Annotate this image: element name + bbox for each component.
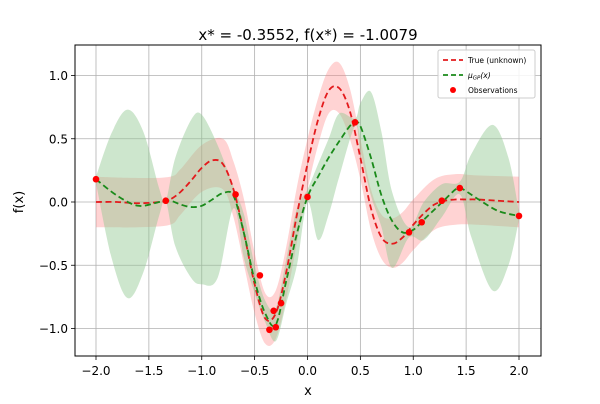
- observation-points: [92, 119, 523, 334]
- x-tick-label: 1.5: [457, 364, 476, 378]
- observation-point: [270, 307, 277, 315]
- observation-point: [162, 197, 170, 205]
- observation-point: [256, 272, 264, 279]
- x-tick-label: −1.0: [187, 364, 216, 378]
- series-line: [95, 121, 520, 328]
- legend-label-gp: μGP(x): [467, 71, 491, 82]
- y-axis-label: f(x): [12, 191, 27, 213]
- x-axis-label: x: [304, 384, 312, 399]
- x-tick-label: 1.0: [404, 364, 423, 378]
- x-tick-label: 2.0: [509, 364, 528, 378]
- plot-frame: [74, 44, 542, 357]
- observation-point: [438, 197, 446, 205]
- grid-lines: [75, 45, 541, 356]
- legend-label-observations: Observations: [468, 86, 518, 95]
- observation-point: [351, 119, 359, 126]
- chart-title: x* = -0.3552, f(x*) = -1.0079: [198, 26, 417, 44]
- y-tick-label: 0.0: [49, 196, 68, 210]
- series-line: [95, 85, 520, 322]
- observation-point: [277, 299, 285, 307]
- observation-point: [304, 193, 311, 201]
- legend: True (unknown) μGP(x) Observations: [437, 49, 536, 99]
- x-tick-label: −1.5: [134, 364, 163, 378]
- x-tick-label: −0.5: [240, 364, 269, 378]
- observation-point: [266, 326, 273, 334]
- observation-point: [272, 323, 280, 331]
- y-tick-label: 0.5: [49, 132, 68, 146]
- y-axis-ticks: 1.0 0.5 0.0 −0.5 −1.0: [39, 69, 75, 336]
- x-tick-label: −2.0: [81, 364, 110, 378]
- confidence-band: [96, 90, 519, 342]
- legend-label-true: True (unknown): [467, 56, 526, 65]
- y-tick-label: −0.5: [39, 259, 68, 273]
- observation-point: [515, 212, 523, 220]
- y-tick-label: −1.0: [39, 322, 68, 336]
- legend-box: [437, 49, 536, 99]
- x-axis-ticks: −2.0 −1.5 −1.0 −0.5 0.0 0.5 1.0 1.5 2.0: [81, 356, 529, 378]
- x-tick-label: 0.0: [298, 364, 317, 378]
- observation-point: [92, 175, 100, 183]
- x-tick-label: 0.5: [351, 364, 370, 378]
- series-lines: [95, 85, 520, 328]
- observation-point: [232, 191, 239, 198]
- legend-observation-marker-icon: [450, 87, 456, 93]
- observation-point: [456, 184, 464, 192]
- y-tick-label: 1.0: [49, 69, 68, 83]
- observation-point: [418, 218, 426, 226]
- observation-point: [405, 229, 413, 236]
